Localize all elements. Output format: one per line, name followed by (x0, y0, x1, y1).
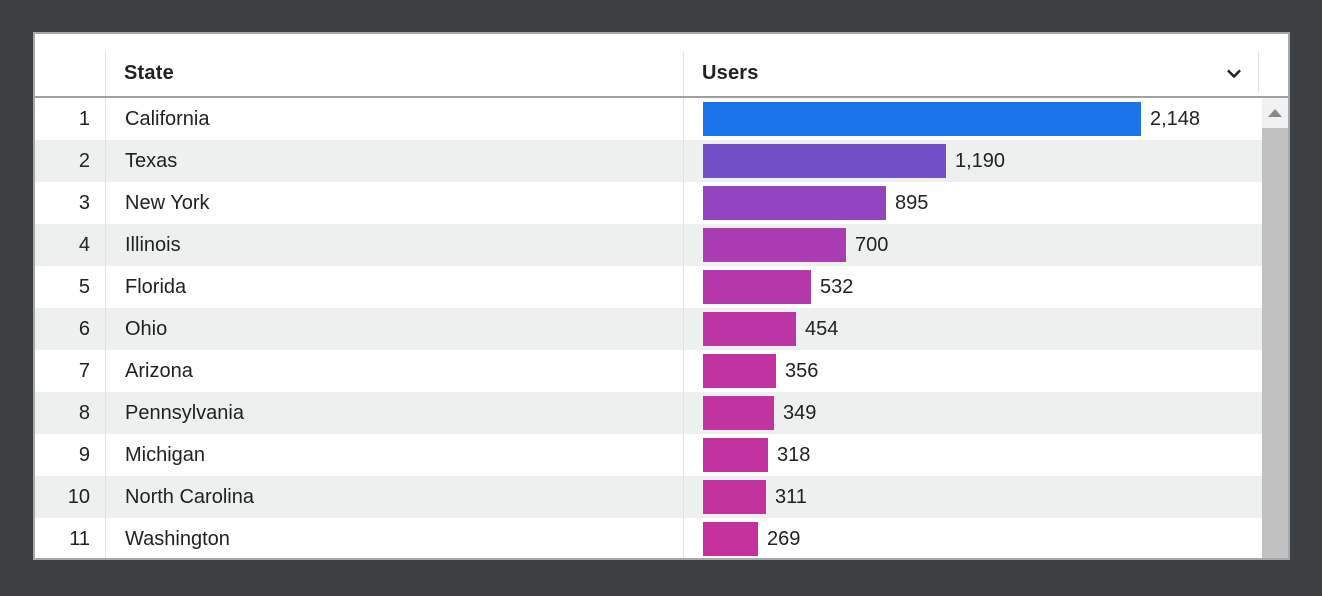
vertical-scrollbar[interactable] (1262, 98, 1288, 558)
row-state: Texas (105, 140, 683, 182)
row-state: New York (105, 182, 683, 224)
users-value: 269 (767, 527, 801, 550)
state-column-label: State (124, 61, 174, 84)
row-users-cell: 318 (683, 434, 1288, 476)
row-state: Florida (105, 266, 683, 308)
users-bar (703, 144, 946, 178)
triangle-up-icon (1268, 109, 1282, 117)
row-state: Arizona (105, 350, 683, 392)
users-bar (703, 102, 1141, 136)
row-state: California (105, 98, 683, 140)
table-row: 4 Illinois 700 (35, 224, 1288, 266)
analytics-table-card: State Users 1 California 2,148 2 Texas 1… (33, 32, 1290, 560)
state-column-header: State (105, 34, 683, 96)
table-row: 3 New York 895 (35, 182, 1288, 224)
row-rank: 9 (78, 443, 90, 466)
users-bar (703, 522, 758, 556)
row-rank: 10 (67, 485, 90, 508)
row-rank: 1 (78, 107, 90, 130)
users-bar (703, 228, 846, 262)
row-users-cell: 311 (683, 476, 1288, 518)
row-state: Michigan (105, 434, 683, 476)
users-column-header[interactable]: Users (683, 34, 1288, 96)
row-rank: 8 (78, 401, 90, 424)
row-users-cell: 2,148 (683, 98, 1288, 140)
row-users-cell: 454 (683, 308, 1288, 350)
chevron-down-icon[interactable] (1221, 60, 1247, 86)
users-bar (703, 354, 776, 388)
header-divider (683, 52, 684, 96)
table-header: State Users (35, 34, 1288, 98)
row-state: North Carolina (105, 476, 683, 518)
row-state: Washington (105, 518, 683, 558)
row-users-cell: 700 (683, 224, 1288, 266)
users-bar (703, 396, 774, 430)
users-value: 318 (777, 443, 811, 466)
table-row: 11 Washington 269 (35, 518, 1288, 558)
scrollbar-thumb[interactable] (1262, 128, 1288, 558)
users-value: 532 (820, 275, 854, 298)
users-value: 349 (783, 401, 817, 424)
table-row: 9 Michigan 318 (35, 434, 1288, 476)
table-row: 2 Texas 1,190 (35, 140, 1288, 182)
table-row: 7 Arizona 356 (35, 350, 1288, 392)
users-value: 1,190 (955, 149, 1006, 172)
users-bar (703, 438, 768, 472)
row-rank: 5 (78, 275, 90, 298)
users-bar (703, 480, 766, 514)
table-row: 8 Pennsylvania 349 (35, 392, 1288, 434)
users-bar (703, 270, 811, 304)
table-row: 6 Ohio 454 (35, 308, 1288, 350)
scrollbar-up-button[interactable] (1262, 98, 1288, 128)
row-users-cell: 532 (683, 266, 1288, 308)
users-value: 895 (895, 191, 929, 214)
table-body: 1 California 2,148 2 Texas 1,190 3 New Y… (35, 98, 1288, 558)
users-value: 356 (785, 359, 819, 382)
users-value: 2,148 (1150, 107, 1201, 130)
header-divider (1258, 52, 1259, 92)
table-row: 10 North Carolina 311 (35, 476, 1288, 518)
users-value: 311 (775, 485, 807, 508)
row-rank: 6 (78, 317, 90, 340)
row-rank: 3 (78, 191, 90, 214)
row-rank: 2 (78, 149, 90, 172)
row-users-cell: 356 (683, 350, 1288, 392)
row-rank: 4 (78, 233, 90, 256)
users-value: 700 (855, 233, 889, 256)
row-rank: 7 (78, 359, 90, 382)
row-users-cell: 349 (683, 392, 1288, 434)
row-users-cell: 895 (683, 182, 1288, 224)
users-bar (703, 186, 886, 220)
rank-column-header (35, 34, 105, 96)
table-row: 1 California 2,148 (35, 98, 1288, 140)
row-users-cell: 269 (683, 518, 1288, 558)
row-state: Pennsylvania (105, 392, 683, 434)
row-state: Illinois (105, 224, 683, 266)
table-rows: 1 California 2,148 2 Texas 1,190 3 New Y… (35, 98, 1288, 558)
row-rank: 11 (69, 527, 90, 550)
users-bar (703, 312, 796, 346)
row-users-cell: 1,190 (683, 140, 1288, 182)
row-state: Ohio (105, 308, 683, 350)
users-column-label[interactable]: Users (702, 61, 759, 84)
header-divider (105, 52, 106, 96)
users-value: 454 (805, 317, 839, 340)
table-row: 5 Florida 532 (35, 266, 1288, 308)
